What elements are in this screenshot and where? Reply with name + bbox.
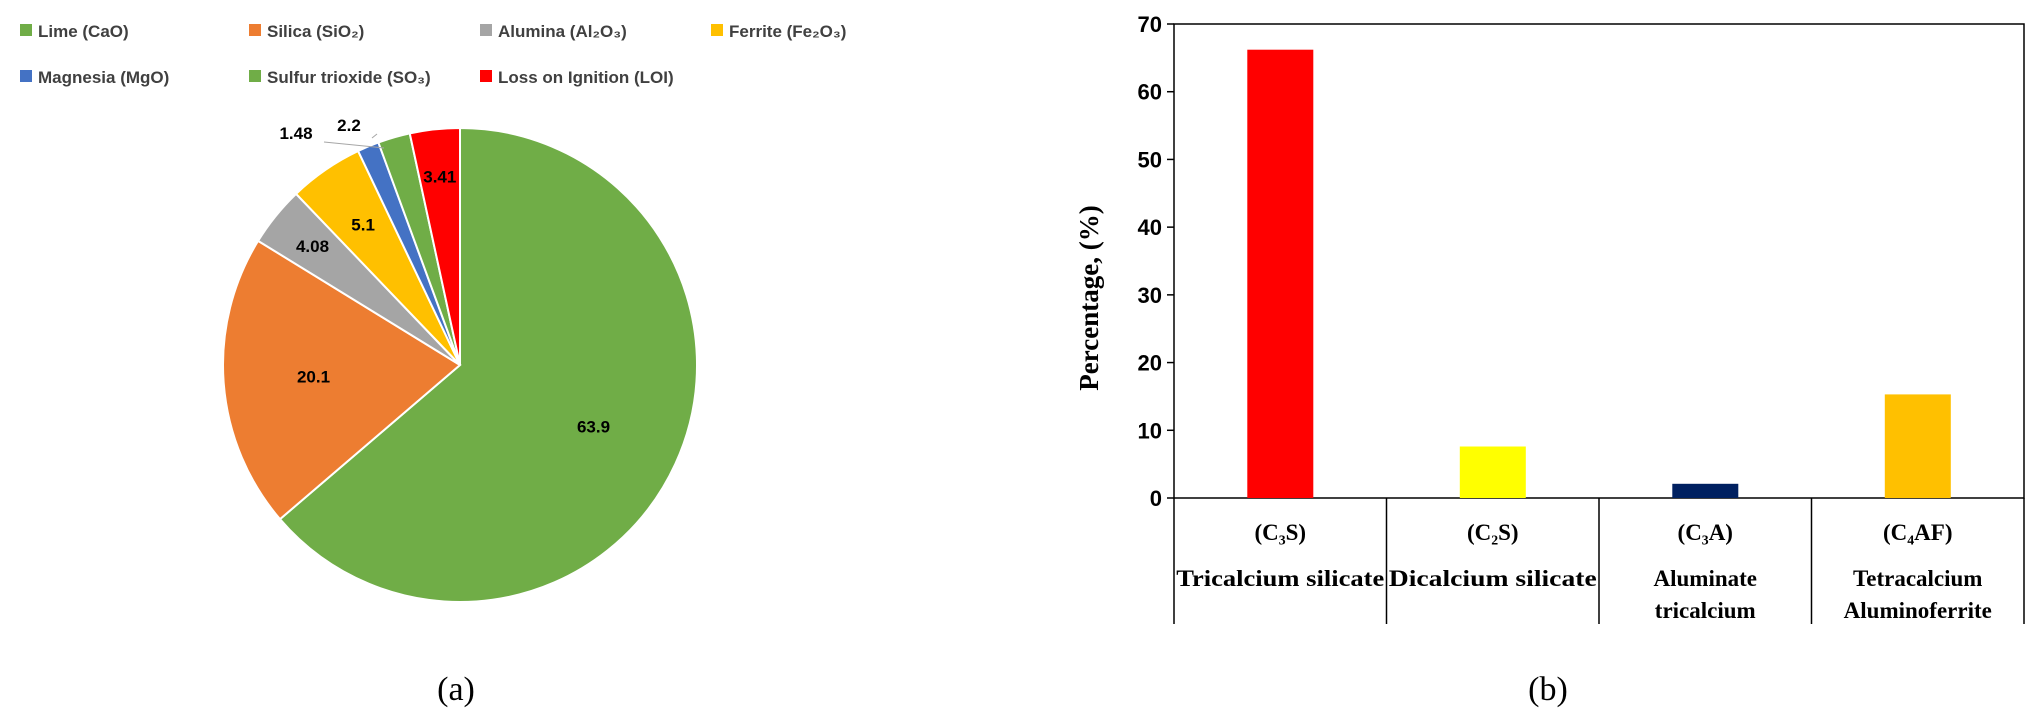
pie-slice-loss-on-ignition-loi [408, 126, 461, 366]
bar-c-s [1247, 49, 1314, 498]
x-category-labels: (C₃S) Tricalcium silicate (C₂S) Dicalcium s… [1176, 520, 1992, 623]
category-name-line: Tricalcium silicate [1176, 566, 1384, 591]
bar-chart-panel: 0 10 20 30 40 50 60 70 (C₃S) Tricalcium silicate… [1074, 12, 2025, 708]
legend-swatch [20, 70, 32, 82]
legend-label: Alumina (Al₂O₃) [498, 22, 627, 41]
y-tick-label-10: 10 [1138, 418, 1162, 443]
pie-chart-panel: Lime (CaO) Silica (SiO₂) Alumina (Al₂O₃) Fe… [20, 22, 846, 708]
legend-item-alumina-al-o: Alumina (Al₂O₃) [480, 22, 627, 41]
category-name-line: Aluminoferrite [1844, 598, 1992, 623]
legend-swatch [711, 24, 723, 36]
legend-label: Lime (CaO) [38, 22, 129, 41]
category-name-line: Dicalcium silicate [1389, 566, 1597, 591]
legend-item-ferrite-fe-o: Ferrite (Fe₂O₃) [711, 22, 846, 41]
bar-c-af [1884, 394, 1951, 498]
y-axis-label: Percentage, (%) [1074, 205, 1104, 390]
legend-swatch [480, 70, 492, 82]
y-tick-label-20: 20 [1138, 351, 1162, 376]
leader-line [323, 141, 385, 149]
y-tick-label-30: 30 [1138, 283, 1162, 308]
bar-c-s [1459, 446, 1526, 498]
bar-c-a [1672, 483, 1739, 498]
legend-item-silica-sio: Silica (SiO₂) [249, 22, 364, 41]
pie-slice-silica-sio [222, 239, 462, 521]
category-formula: (C₃S) [1254, 520, 1306, 545]
data-label-ferrite-fe-o: 5.1 [351, 216, 375, 235]
pie-value-labels: 63.9 20.1 4.08 5.1 1.48 2.2 3.41 [279, 116, 610, 436]
category-formula: (C₄AF) [1883, 520, 1952, 545]
category-label-c-af: (C₄AF) Tetracalcium Aluminoferrite [1844, 520, 1992, 623]
category-name-line: Aluminate [1654, 566, 1758, 591]
panel-label-a: (a) [437, 671, 475, 708]
pie-slices [222, 126, 699, 603]
y-tick-labels: 0 10 20 30 40 50 60 70 [1138, 12, 1162, 511]
legend-swatch [480, 24, 492, 36]
bar-series [1247, 49, 1951, 498]
bar-chart-axes [1167, 23, 2025, 624]
y-tick-label-50: 50 [1138, 147, 1162, 172]
pie-legend: Lime (CaO) Silica (SiO₂) Alumina (Al₂O₃) Fe… [20, 22, 846, 87]
data-label-silica-sio: 20.1 [297, 368, 330, 387]
y-tick-label-40: 40 [1138, 215, 1162, 240]
data-label-alumina-al-o: 4.08 [296, 237, 329, 256]
legend-item-loss-on-ignition-loi: Loss on Ignition (LOI) [480, 68, 674, 87]
data-label-lime-cao: 63.9 [577, 417, 610, 436]
y-tick-label-60: 60 [1138, 80, 1162, 105]
category-name-line: Tetracalcium [1853, 566, 1982, 591]
y-tick-label-70: 70 [1138, 12, 1162, 37]
category-label-c-a: (C₃A) Aluminate tricalcium [1654, 520, 1758, 623]
legend-label: Ferrite (Fe₂O₃) [729, 22, 846, 41]
legend-label: Sulfur trioxide (SO₃) [267, 68, 431, 87]
legend-item-magnesia-mgo: Magnesia (MgO) [20, 68, 169, 87]
data-label-sulfur-trioxide-so: 2.2 [337, 116, 361, 135]
category-label-c-s: (C₃S) Tricalcium silicate [1176, 520, 1384, 591]
legend-label: Magnesia (MgO) [38, 68, 169, 87]
legend-label: Silica (SiO₂) [267, 22, 364, 41]
legend-label: Loss on Ignition (LOI) [498, 68, 674, 87]
pie-slice-lime-cao [278, 126, 699, 603]
legend-swatch [20, 24, 32, 36]
category-formula: (C₃A) [1678, 520, 1733, 545]
legend-swatch [249, 70, 261, 82]
y-tick-label-0: 0 [1150, 486, 1162, 511]
legend-item-lime-cao: Lime (CaO) [20, 22, 129, 41]
data-label-magnesia-mgo: 1.48 [279, 124, 312, 143]
panel-label-b: (b) [1528, 671, 1568, 708]
category-label-c-s: (C₂S) Dicalcium silicate [1389, 520, 1597, 591]
data-label-loss-on-ignition-loi: 3.41 [423, 168, 456, 187]
category-formula: (C₂S) [1467, 520, 1519, 545]
leader-line [371, 133, 378, 139]
legend-item-sulfur-trioxide-so: Sulfur trioxide (SO₃) [249, 68, 431, 87]
legend-swatch [249, 24, 261, 36]
category-name-line: tricalcium [1655, 598, 1756, 623]
